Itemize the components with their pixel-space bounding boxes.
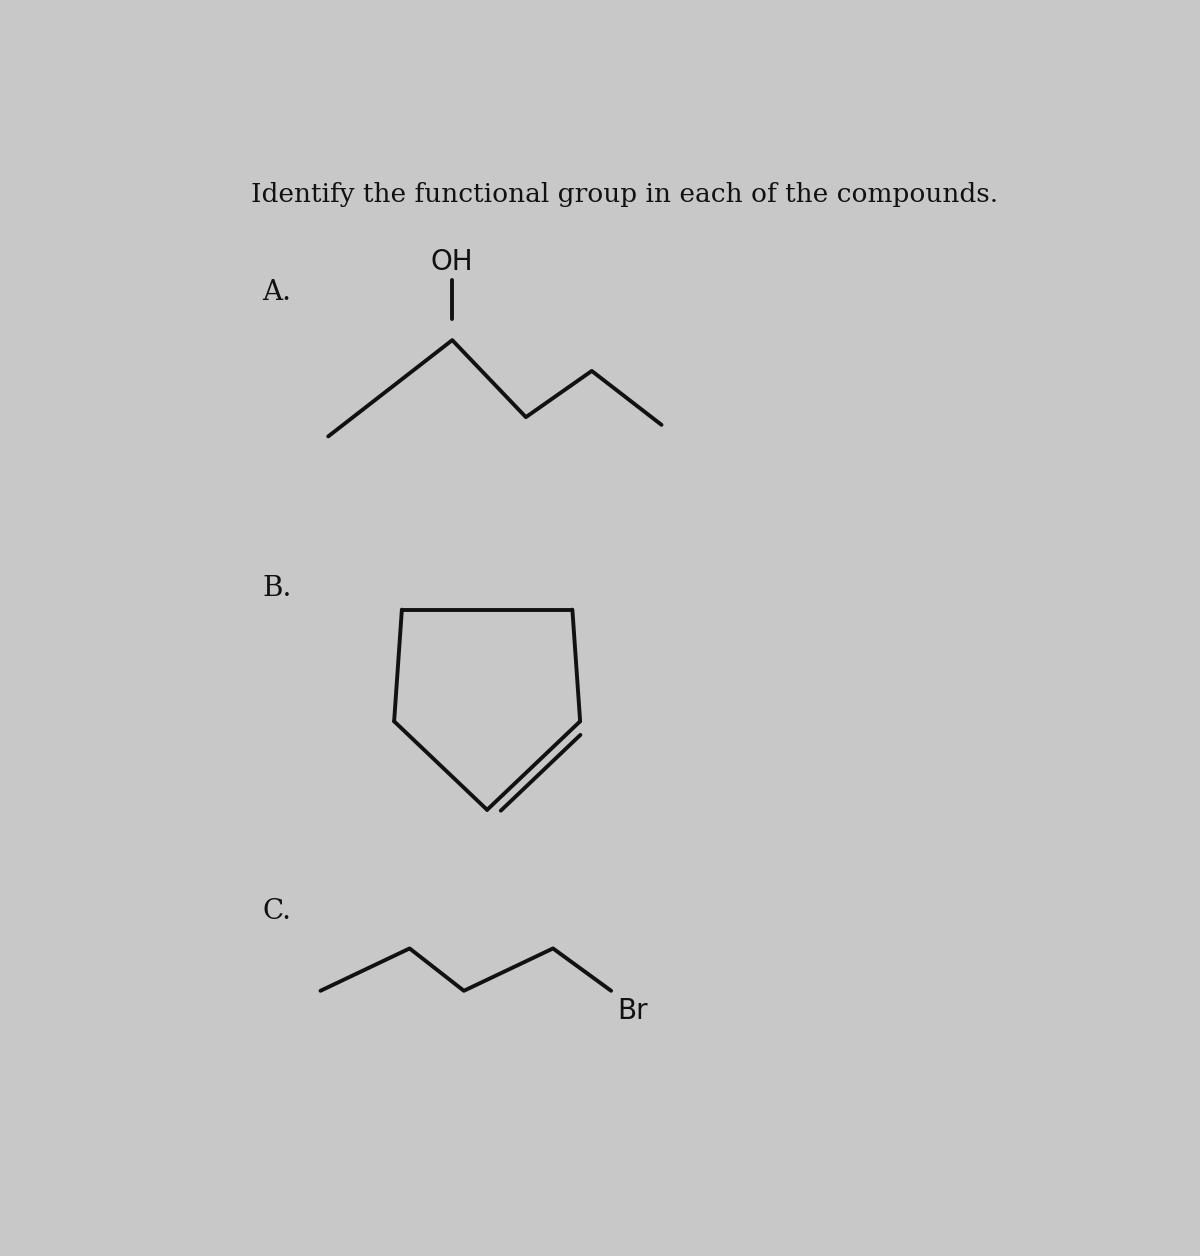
Text: Br: Br	[617, 997, 648, 1025]
Text: B.: B.	[263, 575, 292, 602]
Text: Identify the functional group in each of the compounds.: Identify the functional group in each of…	[251, 182, 998, 207]
Text: OH: OH	[431, 249, 474, 276]
Text: A.: A.	[263, 279, 292, 305]
Text: C.: C.	[263, 898, 292, 926]
